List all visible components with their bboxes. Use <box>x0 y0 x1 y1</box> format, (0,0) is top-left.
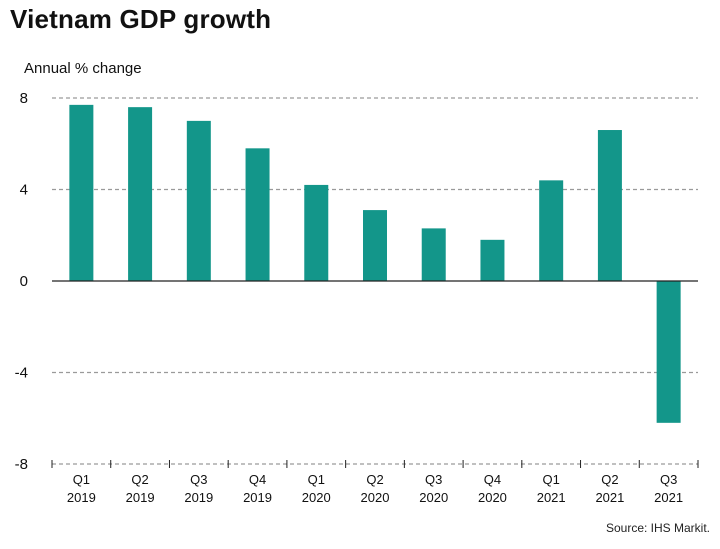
x-tick-label-quarter: Q3 <box>190 472 207 487</box>
x-tick-label-year: 2020 <box>361 490 390 505</box>
x-tick-label-quarter: Q3 <box>660 472 677 487</box>
y-axis-label: Annual % change <box>24 60 142 77</box>
x-tick-label-year: 2019 <box>67 490 96 505</box>
bar-q4-2020 <box>480 239 505 281</box>
x-tick-label-year: 2020 <box>478 490 507 505</box>
x-tick-label-year: 2019 <box>184 490 213 505</box>
y-tick-label: 8 <box>20 90 28 107</box>
bar-q3-2020 <box>421 228 446 281</box>
bar-q4-2019 <box>245 148 270 281</box>
x-tick-label-year: 2019 <box>126 490 155 505</box>
bar-q2-2019 <box>128 107 153 282</box>
bar-q3-2019 <box>186 120 211 281</box>
x-tick-label-year: 2021 <box>537 490 566 505</box>
x-tick-label-quarter: Q2 <box>601 472 618 487</box>
y-tick-label: 0 <box>20 273 28 290</box>
bar-q1-2019 <box>69 104 94 281</box>
x-tick-label-year: 2020 <box>419 490 448 505</box>
x-tick-label-quarter: Q1 <box>308 472 325 487</box>
y-tick-label: -4 <box>15 365 28 382</box>
y-tick-label: -8 <box>15 456 28 473</box>
source-note: Source: IHS Markit. <box>605 521 710 535</box>
bar-q1-2021 <box>539 180 564 281</box>
x-tick-label-quarter: Q4 <box>249 472 266 487</box>
bar-q1-2020 <box>304 184 329 281</box>
bar-q3-2021 <box>656 281 681 423</box>
x-tick-label-quarter: Q1 <box>543 472 560 487</box>
x-tick-label-quarter: Q3 <box>425 472 442 487</box>
y-tick-label: 4 <box>20 182 28 199</box>
x-tick-label-year: 2021 <box>595 490 624 505</box>
x-tick-label-year: 2021 <box>654 490 683 505</box>
bar-q2-2020 <box>363 210 387 281</box>
x-tick-label-quarter: Q4 <box>484 472 501 487</box>
x-tick-label-year: 2020 <box>302 490 331 505</box>
x-tick-label-quarter: Q1 <box>73 472 90 487</box>
x-tick-label-quarter: Q2 <box>131 472 148 487</box>
x-tick-label-year: 2019 <box>243 490 272 505</box>
chart-title: Vietnam GDP growth <box>10 4 272 34</box>
x-tick-label-quarter: Q2 <box>366 472 383 487</box>
bar-q2-2021 <box>597 130 622 281</box>
